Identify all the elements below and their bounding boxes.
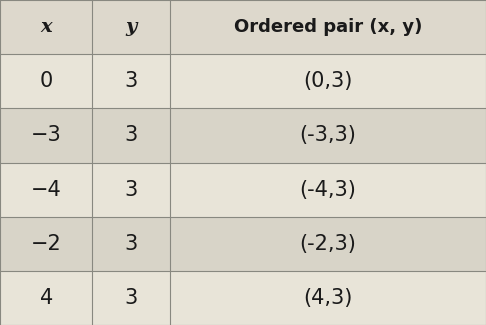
Bar: [0, 271, 486, 325]
Text: y: y: [125, 18, 137, 36]
Text: 3: 3: [124, 180, 138, 200]
Text: (-2,3): (-2,3): [299, 234, 357, 254]
Bar: [0, 108, 486, 162]
Bar: [0, 217, 486, 271]
Text: −3: −3: [31, 125, 62, 145]
Text: (0,3): (0,3): [303, 71, 353, 91]
Text: 3: 3: [124, 125, 138, 145]
Text: (-3,3): (-3,3): [299, 125, 357, 145]
Text: −2: −2: [31, 234, 62, 254]
Text: 3: 3: [124, 71, 138, 91]
Text: 0: 0: [39, 71, 53, 91]
Text: (4,3): (4,3): [303, 288, 353, 308]
Text: −4: −4: [31, 180, 62, 200]
Text: 3: 3: [124, 288, 138, 308]
Text: Ordered pair (x, y): Ordered pair (x, y): [234, 18, 422, 36]
Text: 4: 4: [39, 288, 53, 308]
Bar: [0, 54, 486, 108]
Text: 3: 3: [124, 234, 138, 254]
Text: (-4,3): (-4,3): [299, 180, 357, 200]
Bar: [0, 0, 486, 54]
Text: x: x: [40, 18, 52, 36]
Bar: [0, 162, 486, 217]
